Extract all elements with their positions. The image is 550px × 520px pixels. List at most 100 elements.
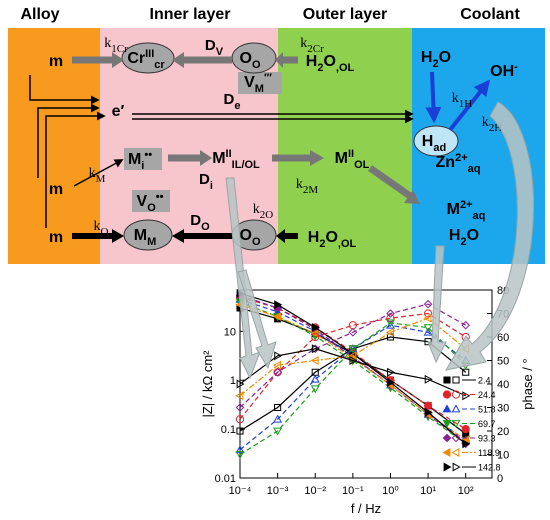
data-point: [423, 313, 432, 323]
species-label: m: [49, 229, 63, 246]
data-point: [236, 379, 245, 389]
species-label: VM′′′: [244, 72, 272, 95]
text-part: 2: [460, 236, 466, 248]
arrow: [37, 103, 100, 178]
species-label: e′: [112, 103, 125, 120]
text-part: OH: [490, 63, 514, 80]
species-label: OH-: [490, 61, 518, 80]
data-point: [424, 374, 433, 384]
legend-marker: [451, 390, 461, 399]
text-part: ,OL: [338, 238, 357, 250]
text-part: III: [145, 48, 154, 60]
data-point: [274, 300, 283, 310]
text-part: O: [439, 49, 451, 66]
y-tick-label: 10: [224, 326, 236, 338]
text-part: 2+: [455, 152, 468, 164]
text-part: 2O: [260, 209, 274, 221]
rate-label: DV: [205, 37, 224, 58]
text-part: k: [452, 91, 459, 106]
text-part: aq: [473, 210, 486, 222]
rate-label: kO: [94, 219, 109, 238]
data-point: [235, 391, 244, 401]
text-part: m: [49, 229, 63, 246]
data-point: [461, 320, 471, 330]
arrowhead: [172, 52, 184, 68]
species-label: H2O,OL: [306, 53, 355, 74]
rate-label: k1H: [452, 91, 473, 110]
text-part: i: [141, 160, 144, 172]
rate-label: k1Cr: [104, 36, 128, 55]
fit-line: [239, 348, 466, 397]
labels: Alloy Inner layer Outer layer CoolantmmmCrI…: [20, 6, 520, 250]
data-point: [274, 351, 283, 361]
text-part: ••: [144, 149, 152, 161]
data-point: [273, 427, 283, 436]
text-part: D: [199, 171, 210, 188]
text-part: k: [300, 36, 307, 51]
species-ellipse: [413, 125, 459, 157]
text-part: IL/OL: [232, 159, 260, 171]
rate-label: k2Cr: [300, 36, 324, 55]
legend-entry: 69.7: [442, 419, 496, 429]
data-point: [462, 368, 470, 376]
data-point: [386, 319, 395, 328]
data-point: [423, 401, 433, 410]
column-header: Inner layer: [150, 6, 231, 23]
arrowhead: [310, 150, 324, 166]
legend-label: 24.4: [478, 390, 496, 400]
data-point: [311, 344, 320, 354]
fit-line: [239, 317, 467, 397]
arrowhead: [112, 229, 124, 243]
legend-label: 142.8: [478, 463, 501, 473]
text-part: cr: [154, 59, 165, 71]
arrowhead: [404, 190, 420, 204]
data-point: [462, 439, 471, 449]
data-point: [272, 312, 281, 322]
data-point: [310, 356, 319, 365]
y2-tick-label: 50: [497, 356, 509, 368]
text-part: M: [147, 236, 156, 248]
data-point: [461, 425, 470, 434]
link-arrow: [445, 101, 534, 371]
data-point: [348, 345, 358, 354]
text-part: M: [255, 83, 264, 95]
species-label: H2O: [449, 227, 479, 248]
x-tick-label: 10⁻¹: [342, 485, 364, 497]
arrow: [73, 159, 124, 187]
data-point: [311, 332, 320, 342]
y-tick-label: 1: [230, 375, 236, 387]
text-part: M: [447, 201, 460, 218]
column-header: Alloy: [20, 6, 59, 23]
data-point: [310, 374, 320, 383]
text-part: M: [335, 150, 348, 167]
text-part: H: [308, 229, 320, 246]
legend-marker: [451, 433, 461, 443]
text-part: e′: [112, 103, 125, 120]
rate-label: kM: [89, 166, 106, 185]
x-tick-label: 10⁰: [382, 485, 399, 497]
x-tick-label: 10⁻²: [304, 485, 326, 497]
text-part: 1Cr: [111, 43, 128, 55]
link-arrows: [225, 101, 534, 380]
text-part: V: [244, 74, 255, 91]
x-tick-label: 10⁻³: [267, 485, 289, 497]
species-label: CrIIIcr: [127, 48, 165, 71]
text-part: M: [128, 151, 141, 168]
outer-layer-region: [278, 28, 412, 264]
x-axis-title: f / Hz: [351, 501, 381, 516]
text-part: k: [89, 166, 96, 181]
data-point: [462, 391, 471, 401]
legend-marker: [452, 462, 461, 472]
legend-marker: [451, 448, 460, 457]
legend-marker: [443, 462, 452, 472]
text-part: O: [252, 59, 261, 71]
text-part: V: [216, 46, 224, 58]
text-part: M: [134, 227, 147, 244]
data-point: [235, 451, 245, 460]
text-part: ′′′: [264, 72, 272, 84]
data-point: [311, 368, 319, 376]
text-part: O: [147, 202, 156, 214]
x-tick-label: 10²: [458, 485, 474, 497]
data-point: [235, 445, 245, 454]
legend-label: 2.4: [478, 376, 491, 386]
